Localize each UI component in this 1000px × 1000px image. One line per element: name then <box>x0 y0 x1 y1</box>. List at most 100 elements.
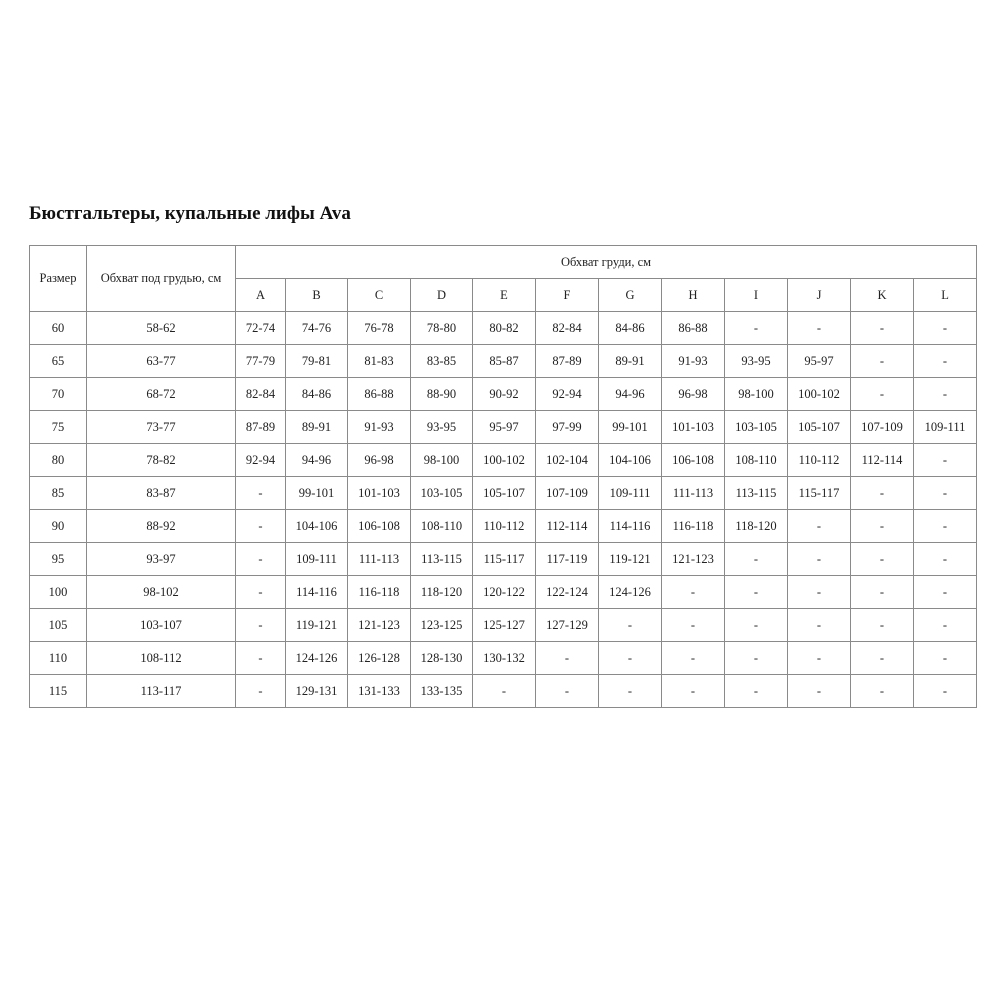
table-row: 75 73-77 87-89 89-91 91-93 93-95 95-97 97-99 99-… <box>29 410 978 444</box>
bust-cell: 90-92 <box>472 377 536 411</box>
bust-cell: 92-94 <box>535 377 599 411</box>
bust-cell: 84-86 <box>285 377 348 411</box>
bust-cell: - <box>850 542 914 576</box>
bust-cell: - <box>850 344 914 378</box>
bust-cell: 115-117 <box>472 542 536 576</box>
bust-cell: 110-112 <box>787 443 851 477</box>
header-cup: I <box>724 278 788 312</box>
bust-cell: 109-111 <box>285 542 348 576</box>
bust-cell: 103-105 <box>410 476 473 510</box>
bust-cell: - <box>850 311 914 345</box>
bust-cell: 131-133 <box>347 674 411 708</box>
bust-cell: - <box>235 542 286 576</box>
bust-cell: 113-115 <box>724 476 788 510</box>
bust-cell: 129-131 <box>285 674 348 708</box>
bust-cell: 97-99 <box>535 410 599 444</box>
bust-cell: - <box>787 311 851 345</box>
bust-cell: 105-107 <box>787 410 851 444</box>
header-cup: L <box>912 278 978 312</box>
size-cell: 105 <box>29 608 87 642</box>
bust-cell: 115-117 <box>787 476 851 510</box>
header-bust: Обхват груди, см <box>234 245 978 279</box>
bust-cell: 124-126 <box>285 641 348 675</box>
underbust-cell: 58-62 <box>86 311 236 345</box>
bust-cell: 86-88 <box>661 311 725 345</box>
bust-cell: 78-80 <box>410 311 473 345</box>
size-cell: 80 <box>29 443 87 477</box>
bust-cell: 86-88 <box>347 377 411 411</box>
size-chart-table: Размер Обхват под грудью, см Обхват груд… <box>29 245 978 708</box>
bust-cell: - <box>850 377 914 411</box>
bust-cell: - <box>598 674 662 708</box>
size-cell: 90 <box>29 509 87 543</box>
bust-cell: 99-101 <box>598 410 662 444</box>
bust-cell: 111-113 <box>347 542 411 576</box>
bust-cell: 91-93 <box>347 410 411 444</box>
bust-cell: - <box>724 641 788 675</box>
bust-cell: 125-127 <box>472 608 536 642</box>
bust-cell: 81-83 <box>347 344 411 378</box>
bust-cell: 109-111 <box>912 410 978 444</box>
bust-cell: 85-87 <box>472 344 536 378</box>
bust-cell: 120-122 <box>472 575 536 609</box>
size-cell: 75 <box>29 410 87 444</box>
bust-cell: - <box>787 542 851 576</box>
header-cup: K <box>850 278 914 312</box>
bust-cell: - <box>850 608 914 642</box>
table-row: 80 78-82 92-94 94-96 96-98 98-100 100-102 102-1… <box>29 443 978 477</box>
bust-cell: 110-112 <box>472 509 536 543</box>
bust-cell: - <box>235 476 286 510</box>
bust-cell: 104-106 <box>285 509 348 543</box>
bust-cell: - <box>850 476 914 510</box>
bust-cell: 93-95 <box>724 344 788 378</box>
bust-cell: - <box>724 674 788 708</box>
bust-cell: 94-96 <box>598 377 662 411</box>
header-cup: G <box>598 278 662 312</box>
header-cup: H <box>661 278 725 312</box>
bust-cell: - <box>724 608 788 642</box>
bust-cell: 101-103 <box>661 410 725 444</box>
bust-cell: - <box>535 641 599 675</box>
bust-cell: - <box>850 509 914 543</box>
bust-cell: 100-102 <box>472 443 536 477</box>
table-row: 70 68-72 82-84 84-86 86-88 88-90 90-92 92-94 94-… <box>29 377 978 411</box>
bust-cell: 88-90 <box>410 377 473 411</box>
bust-cell: - <box>912 509 978 543</box>
bust-cell: 112-114 <box>535 509 599 543</box>
bust-cell: - <box>787 641 851 675</box>
bust-cell: - <box>235 641 286 675</box>
table-row: 100 98-102-114-116 116-118 118-120 120-122 12… <box>29 575 978 609</box>
table-row: 90 88-92-104-106 106-108 108-110 110-112 112-… <box>29 509 978 543</box>
table-row: 65 63-77 77-79 79-81 81-83 83-85 85-87 87-89 89-… <box>29 344 978 378</box>
bust-cell: - <box>912 476 978 510</box>
bust-cell: - <box>912 575 978 609</box>
bust-cell: 98-100 <box>724 377 788 411</box>
bust-cell: 99-101 <box>285 476 348 510</box>
bust-cell: - <box>235 575 286 609</box>
bust-cell: 130-132 <box>472 641 536 675</box>
bust-cell: - <box>850 641 914 675</box>
bust-cell: - <box>912 608 978 642</box>
underbust-cell: 78-82 <box>86 443 236 477</box>
bust-cell: 92-94 <box>235 443 286 477</box>
bust-cell: 84-86 <box>598 311 662 345</box>
underbust-cell: 88-92 <box>86 509 236 543</box>
bust-cell: 119-121 <box>285 608 348 642</box>
underbust-cell: 93-97 <box>86 542 236 576</box>
bust-cell: 105-107 <box>472 476 536 510</box>
header-cup: A <box>235 278 286 312</box>
bust-cell: - <box>787 509 851 543</box>
bust-cell: 114-116 <box>285 575 348 609</box>
table-row: 115 113-117-129-131 131-133 133-135- - - - - - - - <box>29 674 978 708</box>
bust-cell: - <box>912 443 978 477</box>
bust-cell: - <box>912 641 978 675</box>
bust-cell: 108-110 <box>724 443 788 477</box>
bust-cell: 128-130 <box>410 641 473 675</box>
bust-cell: - <box>912 377 978 411</box>
bust-cell: 95-97 <box>472 410 536 444</box>
header-cup: D <box>410 278 473 312</box>
bust-cell: 103-105 <box>724 410 788 444</box>
bust-cell: 126-128 <box>347 641 411 675</box>
bust-cell: 79-81 <box>285 344 348 378</box>
